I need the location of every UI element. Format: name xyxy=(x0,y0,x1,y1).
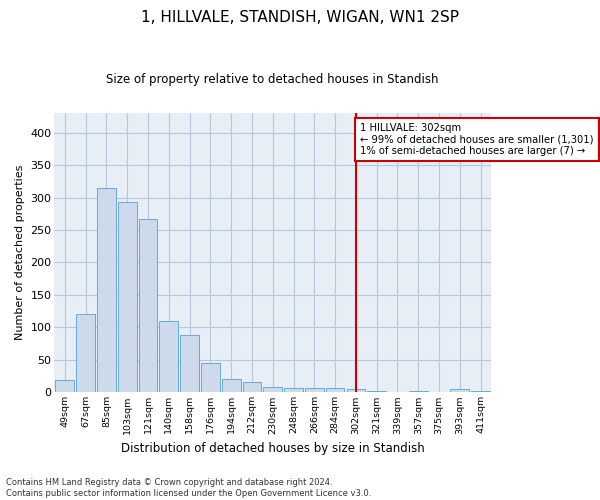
Bar xyxy=(160,321,178,392)
X-axis label: Distribution of detached houses by size in Standish: Distribution of detached houses by size … xyxy=(121,442,425,455)
Bar xyxy=(367,391,386,392)
Bar xyxy=(305,388,323,392)
Bar xyxy=(471,391,490,392)
Bar xyxy=(76,314,95,392)
Bar xyxy=(326,388,344,392)
Y-axis label: Number of detached properties: Number of detached properties xyxy=(15,165,25,340)
Title: Size of property relative to detached houses in Standish: Size of property relative to detached ho… xyxy=(106,72,439,86)
Text: Contains HM Land Registry data © Crown copyright and database right 2024.
Contai: Contains HM Land Registry data © Crown c… xyxy=(6,478,371,498)
Bar xyxy=(201,363,220,392)
Bar xyxy=(347,389,365,392)
Bar xyxy=(222,380,241,392)
Bar xyxy=(118,202,137,392)
Bar xyxy=(180,335,199,392)
Text: 1, HILLVALE, STANDISH, WIGAN, WN1 2SP: 1, HILLVALE, STANDISH, WIGAN, WN1 2SP xyxy=(141,10,459,25)
Text: 1 HILLVALE: 302sqm
← 99% of detached houses are smaller (1,301)
1% of semi-detac: 1 HILLVALE: 302sqm ← 99% of detached hou… xyxy=(360,123,593,156)
Bar xyxy=(451,389,469,392)
Bar xyxy=(263,387,282,392)
Bar xyxy=(139,219,157,392)
Bar xyxy=(242,382,261,392)
Bar xyxy=(55,380,74,392)
Bar xyxy=(284,388,303,392)
Bar xyxy=(409,391,428,392)
Bar xyxy=(97,188,116,392)
